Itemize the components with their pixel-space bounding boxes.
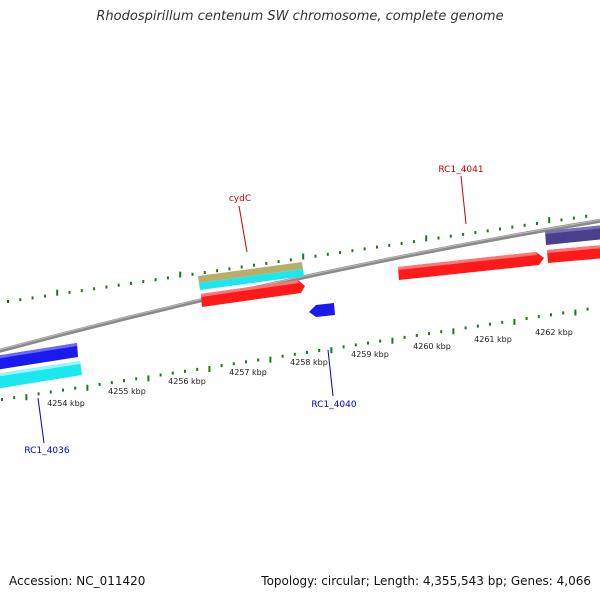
tick-label-4257: 4257 kbp [229, 368, 267, 377]
topology-label: Topology: [261, 574, 318, 588]
tick-label-4255: 4255 kbp [108, 387, 146, 396]
tick-label-4262: 4262 kbp [535, 328, 573, 337]
topology-value: circular [321, 574, 366, 588]
page-title: Rhodospirillum centenum SW chromosome, c… [96, 9, 504, 24]
forward-features [198, 225, 600, 307]
gene-label-RC1_4040: RC1_4040 [311, 400, 356, 410]
gene-label-RC1_4036: RC1_4036 [24, 446, 69, 456]
feature-RC1_4041 [398, 252, 544, 280]
feature-cydC [201, 280, 305, 307]
feature-blue-left [0, 343, 78, 370]
tick-label-4258: 4258 kbp [290, 358, 328, 367]
lower-tick-row [1, 307, 589, 401]
accession-info: Accession: NC_011420 [9, 574, 145, 588]
length-value: 4,355,543 bp [422, 574, 503, 588]
genome-stats: Topology: circular; Length: 4,355,543 bp… [261, 574, 591, 588]
gene-leader-lines [37, 175, 467, 444]
reverse-features [0, 303, 335, 389]
gene-label-RC1_4041: RC1_4041 [438, 165, 483, 175]
gene-label-cydC: cydC [229, 194, 251, 204]
feature-RC1_4040 [309, 303, 335, 317]
length-label: Length: [373, 574, 420, 588]
tick-label-4256: 4256 kbp [168, 377, 206, 386]
tick-label-4259: 4259 kbp [351, 350, 389, 359]
feature-cyan [199, 269, 304, 290]
chromosome-backbone [0, 218, 600, 353]
genes-value: 4,066 [556, 574, 591, 588]
tick-label-4261: 4261 kbp [474, 335, 512, 344]
tick-label-4260: 4260 kbp [413, 342, 451, 351]
accession-value: NC_011420 [76, 574, 146, 588]
genes-label: Genes: [510, 574, 553, 588]
feature-tan [198, 262, 303, 283]
feature-cyan-left [0, 361, 82, 389]
accession-label: Accession: [9, 574, 73, 588]
tick-label-4254: 4254 kbp [47, 399, 85, 408]
upper-tick-row [7, 214, 588, 303]
